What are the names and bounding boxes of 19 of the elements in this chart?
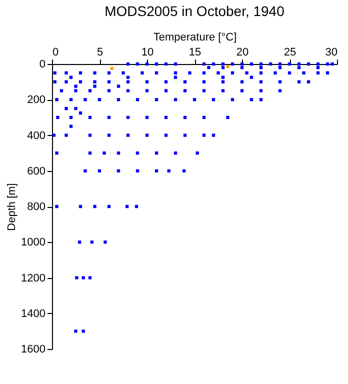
y-tick-label: 200: [27, 94, 46, 106]
x-tick-label: 25: [284, 46, 296, 58]
x-tick-label: 15: [188, 46, 202, 58]
chart-title: MODS2005 in October, 1940: [104, 3, 285, 19]
y-axis-title: Depth [m]: [6, 183, 18, 231]
x-tick-label: 20: [236, 46, 249, 58]
y-tick-label: 400: [27, 130, 46, 142]
y-tick-label: 1600: [21, 344, 46, 356]
x-tick-label: 30: [325, 46, 338, 58]
x-axis-title: Temperature [°C]: [153, 32, 237, 44]
y-tick-label: 1200: [21, 272, 46, 284]
y-tick-label: 1000: [21, 236, 46, 249]
y-tick-label: 1400: [21, 308, 46, 320]
y-tick-label: 800: [27, 201, 46, 213]
y-tick-label: 600: [27, 165, 46, 178]
y-tick-label: 0: [39, 58, 46, 70]
x-tick-label: 5: [96, 46, 104, 58]
x-tick-label: 0: [52, 46, 59, 58]
x-tick-label: 10: [141, 46, 154, 58]
